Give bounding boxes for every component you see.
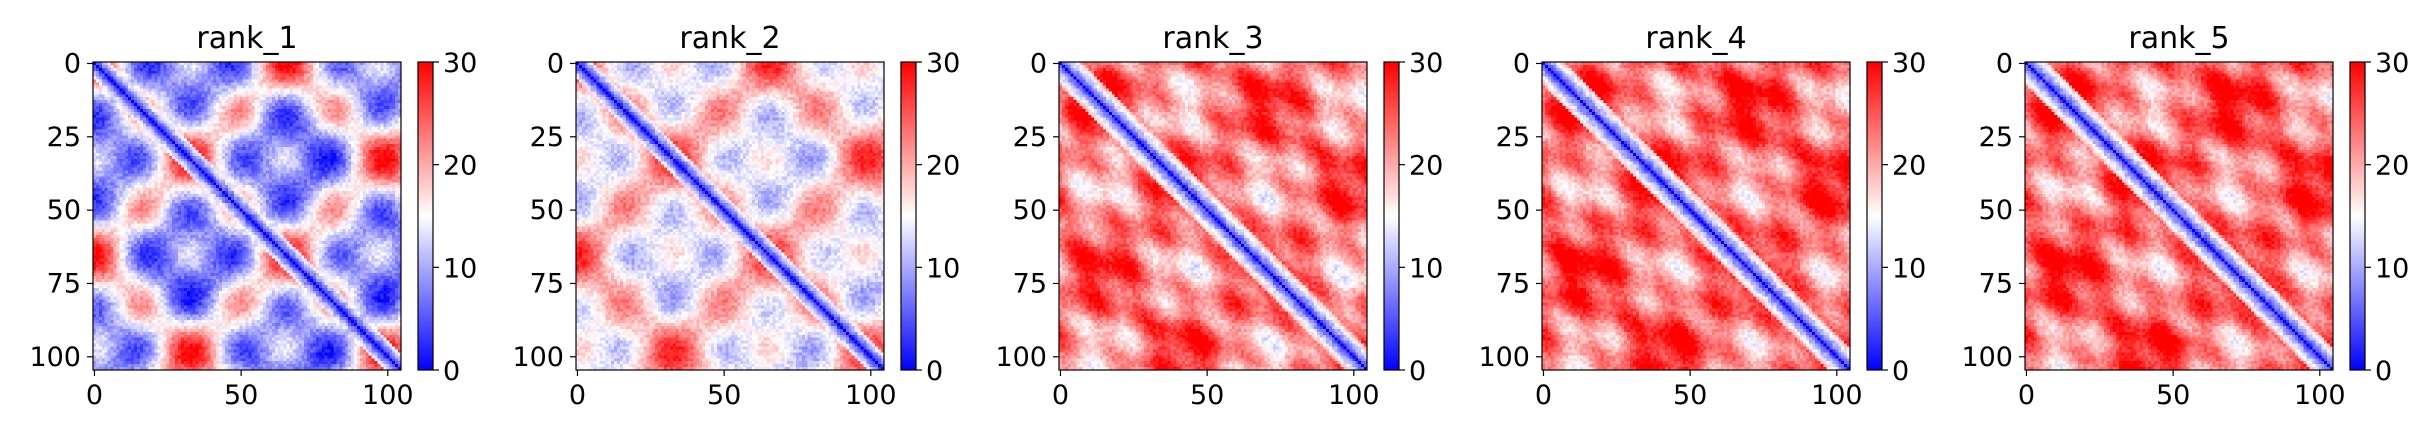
colorbar-tick-label: 20 xyxy=(926,151,960,182)
colorbar xyxy=(417,61,434,371)
colorbar-tick-label: 30 xyxy=(926,48,960,79)
y-tick-label: 50 xyxy=(1013,195,1047,226)
plot-frame xyxy=(1541,61,1851,371)
y-tick-label: 100 xyxy=(1961,342,2013,373)
plot-frame xyxy=(92,61,402,371)
colorbar xyxy=(2349,61,2366,371)
y-tick-label: 25 xyxy=(530,122,564,153)
colorbar xyxy=(1383,61,1400,371)
y-tick-label: 75 xyxy=(1013,268,1047,299)
x-tick-label: 50 xyxy=(224,380,258,411)
colorbar xyxy=(1866,61,1883,371)
x-tick-label: 50 xyxy=(1190,380,1224,411)
heatmap-image xyxy=(93,62,401,370)
colorbar-tick-label: 10 xyxy=(443,253,477,284)
y-tick-label: 0 xyxy=(64,48,81,79)
heatmap-image xyxy=(1059,62,1367,370)
y-tick-label: 50 xyxy=(1979,195,2013,226)
x-tick-label: 50 xyxy=(2156,380,2190,411)
colorbar-tick-label: 10 xyxy=(2375,253,2409,284)
plot-frame xyxy=(575,61,885,371)
y-tick-label: 25 xyxy=(1013,122,1047,153)
colorbar-tick-label: 30 xyxy=(1409,48,1443,79)
heatmap-image xyxy=(576,62,884,370)
panel-title: rank_4 xyxy=(1645,21,1746,56)
x-tick-label: 100 xyxy=(1328,380,1380,411)
y-tick-label: 100 xyxy=(512,342,564,373)
y-tick-label: 75 xyxy=(1979,268,2013,299)
y-tick-label: 0 xyxy=(1030,48,1047,79)
x-tick-label: 0 xyxy=(86,380,103,411)
x-tick-label: 0 xyxy=(569,380,586,411)
colorbar-tick-label: 30 xyxy=(443,48,477,79)
y-tick-label: 75 xyxy=(47,268,81,299)
y-tick-label: 25 xyxy=(1496,122,1530,153)
colorbar-tick-label: 0 xyxy=(443,356,460,387)
x-tick-label: 50 xyxy=(707,380,741,411)
x-tick-label: 0 xyxy=(2018,380,2035,411)
heatmap-image xyxy=(2025,62,2333,370)
y-tick-label: 25 xyxy=(47,122,81,153)
panel-title: rank_2 xyxy=(679,21,780,56)
y-tick-label: 75 xyxy=(530,268,564,299)
panel-title: rank_1 xyxy=(196,21,297,56)
x-tick-label: 100 xyxy=(845,380,897,411)
colorbar-tick-label: 0 xyxy=(1892,356,1909,387)
y-tick-label: 100 xyxy=(1478,342,1530,373)
x-tick-label: 0 xyxy=(1052,380,1069,411)
colorbar-tick-label: 10 xyxy=(1409,253,1443,284)
colorbar-tick-label: 30 xyxy=(2375,48,2409,79)
x-tick-label: 100 xyxy=(1811,380,1863,411)
x-tick-label: 100 xyxy=(362,380,414,411)
y-tick-label: 50 xyxy=(47,195,81,226)
y-tick-label: 50 xyxy=(1496,195,1530,226)
colorbar-tick-label: 0 xyxy=(926,356,943,387)
heatmap-image xyxy=(1542,62,1850,370)
y-tick-label: 50 xyxy=(530,195,564,226)
colorbar-tick-label: 20 xyxy=(1409,151,1443,182)
y-tick-label: 25 xyxy=(1979,122,2013,153)
colorbar-tick-label: 10 xyxy=(926,253,960,284)
y-tick-label: 0 xyxy=(1996,48,2013,79)
colorbar-tick-label: 20 xyxy=(443,151,477,182)
colorbar-tick-label: 0 xyxy=(1409,356,1426,387)
colorbar-tick-label: 10 xyxy=(1892,253,1926,284)
colorbar-tick-label: 0 xyxy=(2375,356,2392,387)
plot-frame xyxy=(1058,61,1368,371)
x-tick-label: 0 xyxy=(1535,380,1552,411)
x-tick-label: 50 xyxy=(1673,380,1707,411)
x-tick-label: 100 xyxy=(2294,380,2346,411)
y-tick-label: 75 xyxy=(1496,268,1530,299)
y-tick-label: 0 xyxy=(547,48,564,79)
colorbar xyxy=(900,61,917,371)
y-tick-label: 100 xyxy=(29,342,81,373)
colorbar-tick-label: 30 xyxy=(1892,48,1926,79)
plot-frame xyxy=(2024,61,2334,371)
y-tick-label: 0 xyxy=(1513,48,1530,79)
panel-title: rank_3 xyxy=(1162,21,1263,56)
colorbar-tick-label: 20 xyxy=(2375,151,2409,182)
panel-title: rank_5 xyxy=(2128,21,2229,56)
y-tick-label: 100 xyxy=(995,342,1047,373)
colorbar-tick-label: 20 xyxy=(1892,151,1926,182)
